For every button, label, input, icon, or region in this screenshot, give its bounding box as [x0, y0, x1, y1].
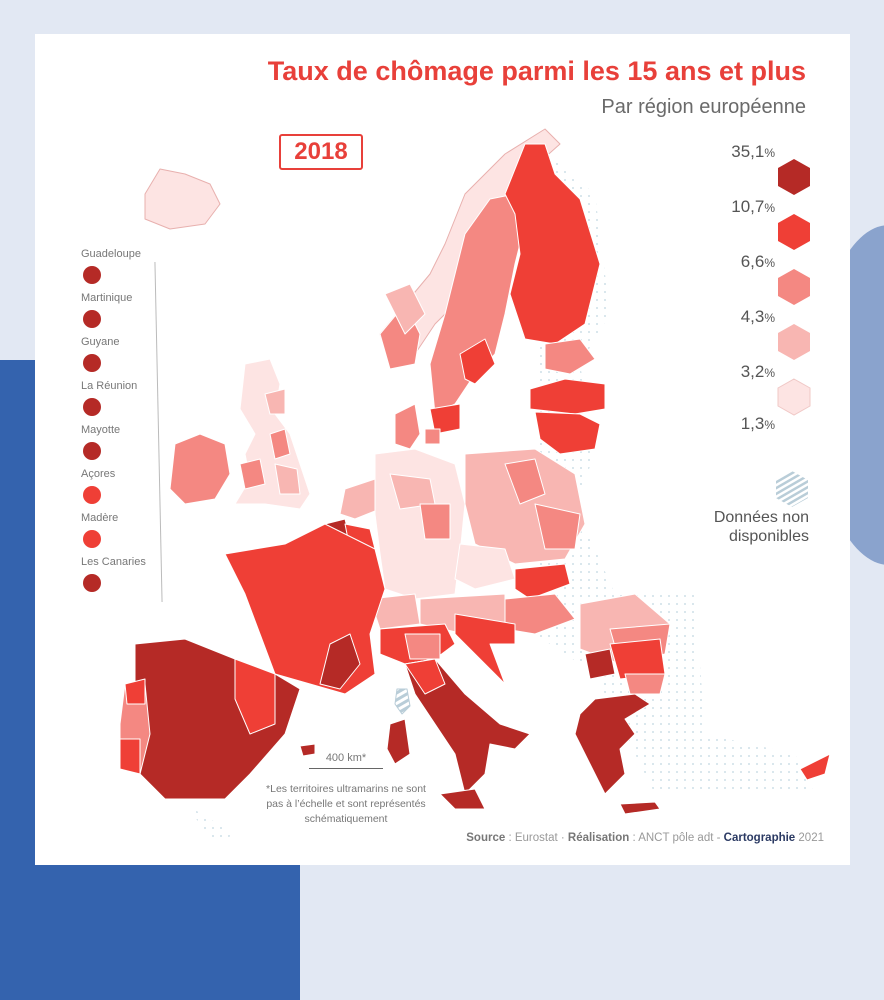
- hexagon-swatch-icon: [777, 378, 811, 416]
- map-subtitle: Par région européenne: [601, 96, 806, 118]
- outremer-item-reunion: La Réunion: [81, 380, 181, 424]
- region-sicily: [439, 788, 486, 810]
- color-legend: 35,1% 10,7% 6,6% 4,3% 3,2% 1,3%: [695, 142, 815, 433]
- legend-class-4: 4,3%: [695, 307, 815, 362]
- region-czechia: [454, 543, 516, 590]
- legend-class-5: 3,2%: [695, 362, 815, 417]
- source-credit: Source : Eurostat · Réalisation : ANCT p…: [466, 832, 824, 844]
- scale-line: [309, 768, 383, 769]
- legend-class-1: 35,1%: [695, 142, 815, 197]
- region-france-occitanie: [319, 633, 361, 690]
- year-badge: 2018: [279, 134, 363, 170]
- region-latvia: [529, 378, 606, 415]
- region-sardinia: [386, 718, 411, 765]
- outremer-item-martinique: Martinique: [81, 292, 181, 336]
- region-crete: [619, 801, 661, 815]
- territory-dot-icon: [83, 486, 101, 504]
- hexagon-swatch-icon: [778, 159, 810, 195]
- outremer-item-mayotte: Mayotte: [81, 424, 181, 468]
- region-denmark: [394, 403, 421, 450]
- scale-note: *Les territoires ultramarins ne sont pas…: [266, 783, 426, 825]
- legend-class-3: 6,6%: [695, 252, 815, 307]
- region-bulgaria: [609, 638, 666, 680]
- region-switzerland: [369, 593, 421, 630]
- region-iceland: [144, 168, 221, 230]
- outremer-item-madere: Madère: [81, 512, 181, 556]
- outremer-item-guyane: Guyane: [81, 336, 181, 380]
- region-netherlands: [339, 478, 381, 520]
- no-data-label-line1: Données non: [713, 509, 809, 526]
- region-finland: [504, 143, 601, 345]
- region-greece: [574, 693, 651, 795]
- hatched-hexagon-icon: [776, 471, 808, 507]
- legend-min-label: 1,3%: [740, 414, 775, 433]
- region-cyprus: [799, 753, 831, 781]
- region-lithuania: [534, 411, 601, 455]
- region-slovakia: [514, 563, 571, 600]
- territory-dot-icon: [83, 442, 101, 460]
- region-croatia: [454, 613, 516, 685]
- outremer-item-canaries: Les Canaries: [81, 556, 181, 600]
- map-title: Taux de chômage parmi les 15 ans et plus: [267, 56, 806, 86]
- hexagon-swatch-icon: [778, 324, 810, 360]
- europe-map: [119, 128, 831, 844]
- region-corsica-nodata: [394, 688, 411, 715]
- map-card: Taux de chômage parmi les 15 ans et plus…: [35, 34, 850, 865]
- territory-dot-icon: [83, 574, 101, 592]
- region-bulgaria-west: [584, 648, 616, 680]
- territory-dot-icon: [83, 310, 101, 328]
- outremer-item-acores: Açores: [81, 468, 181, 512]
- hexagon-swatch-icon: [778, 269, 810, 305]
- territory-dot-icon: [83, 398, 101, 416]
- region-italy: [404, 658, 531, 795]
- territory-dot-icon: [83, 354, 101, 372]
- no-data-label-line2: disponibles: [728, 528, 809, 545]
- outremer-item-guadeloupe: Guadeloupe: [81, 248, 181, 292]
- territory-dot-icon: [83, 530, 101, 548]
- scale-bar: 400 km*: [309, 752, 383, 769]
- region-ireland: [169, 433, 231, 505]
- territory-dot-icon: [83, 266, 101, 284]
- hexagon-swatch-icon: [778, 214, 810, 250]
- region-balearics: [299, 743, 316, 757]
- region-estonia: [544, 338, 596, 375]
- legend-class-2: 10,7%: [695, 197, 815, 252]
- outremer-list: Guadeloupe Martinique Guyane La Réunion …: [81, 248, 181, 600]
- region-germany: [374, 448, 466, 600]
